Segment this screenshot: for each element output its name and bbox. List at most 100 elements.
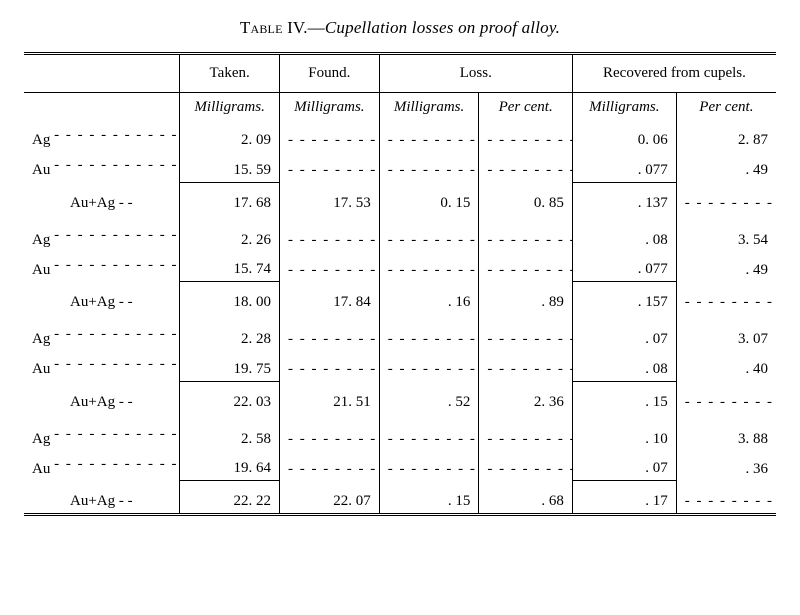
cell-rec-mg: . 08 [572,215,676,252]
table-row: Au - - - - - - - - - - - - - - - - - - -… [24,152,776,182]
cell-dash: - - - - - - - - - - - - - - - - - - [479,414,572,451]
leader: - - - - - - - - - - - - - - - - - - - - … [54,326,180,343]
cell-taken: 19. 75 [180,351,280,381]
cell-taken: 18. 00 [180,282,280,315]
leader: - - [119,493,133,509]
hdr2-loss-pct: Per cent. [479,93,572,123]
row-label: Au+Ag [70,195,115,212]
table-row: Au - - - - - - - - - - - - - - - - - - -… [24,451,776,481]
table-row: Au - - - - - - - - - - - - - - - - - - -… [24,351,776,381]
cell-dash: - - - - - - - - - - - - - - - - - - [280,252,380,282]
cell-rec-mg: . 10 [572,414,676,451]
row-label: Ag [32,232,50,249]
title-tableword: Table [240,18,283,37]
cell-found: 21. 51 [280,381,380,414]
cell-dash: - - - - - - - - - - - - - - - - - - [280,414,380,451]
row-label: Au [32,262,50,279]
cell-rec-pct: . 49 [676,152,776,182]
cell-loss-pct: . 89 [479,282,572,315]
leader: - - [119,394,133,410]
cell-rec-pct: 3. 88 [676,414,776,451]
cell-dash: - - - - - - - - - - - - - - - - - - [479,215,572,252]
row-label: Au+Ag [70,294,115,311]
cell-dash: - - - - - - - - - - - - - - - - - - [379,122,479,152]
cell-rec-pct: . 40 [676,351,776,381]
cell-dash: - - - - - - - - - - - - - - - - - - [379,252,479,282]
hdr2-loss-mg: Milligrams. [379,93,479,123]
table-row: Ag - - - - - - - - - - - - - - - - - - -… [24,215,776,252]
cell-dash: - - - - - - - - - - - - - - - - - - [379,414,479,451]
cell-taken: 19. 64 [180,451,280,481]
cell-rec-pct: 3. 07 [676,314,776,351]
cell-dash: - - - - - - - - - - - - - - - - - - [379,314,479,351]
cell-dash: - - - - - - - - - - - - - - - - - - [280,215,380,252]
cell-rec-mg: . 137 [572,182,676,215]
header-row-1: Taken. Found. Loss. Recovered from cupel… [24,54,776,93]
cell-loss-pct: . 68 [479,481,572,515]
cell-dash: - - - - - - - - - - - - - - - - - - [280,351,380,381]
cell-loss-mg: 0. 15 [379,182,479,215]
cell-dash: - - - - - - - - - - - - - - - - - - [676,182,776,215]
cell-rec-mg: . 07 [572,314,676,351]
cell-loss-pct: 2. 36 [479,381,572,414]
leader: - - [119,294,133,310]
cell-taken: 22. 22 [180,481,280,515]
table-row: Ag - - - - - - - - - - - - - - - - - - -… [24,314,776,351]
table-row-sum: Au+Ag - - 18. 00 17. 84 . 16 . 89 . 157 … [24,282,776,315]
cell-taken: 15. 74 [180,252,280,282]
cell-rec-mg: . 077 [572,152,676,182]
cell-taken: 2. 58 [180,414,280,451]
row-label: Ag [32,431,50,448]
leader: - - [119,195,133,211]
row-label: Au+Ag [70,493,115,510]
cell-dash: - - - - - - - - - - - - - - - - - - [479,351,572,381]
table-title: Table IV.—Cupellation losses on proof al… [24,18,776,38]
cell-rec-pct: 3. 54 [676,215,776,252]
leader: - - - - - - - - - - - - - - - - - - - - … [54,227,180,244]
title-num: IV. [283,18,308,37]
row-label: Au [32,162,50,179]
cell-dash: - - - - - - - - - - - - - - - - - - [280,314,380,351]
cell-found: 17. 84 [280,282,380,315]
hdr2-taken: Milligrams. [180,93,280,123]
leader: - - - - - - - - - - - - - - - - - - - - … [54,127,180,144]
cell-loss-mg: . 16 [379,282,479,315]
hdr-found: Found. [280,54,380,93]
title-dash: — [308,18,325,37]
table-row-sum: Au+Ag - - 22. 03 21. 51 . 52 2. 36 . 15 … [24,381,776,414]
table-row-sum: Au+Ag - - 17. 68 17. 53 0. 15 0. 85 . 13… [24,182,776,215]
cell-dash: - - - - - - - - - - - - - - - - - - [676,381,776,414]
hdr2-stub [24,93,180,123]
cell-dash: - - - - - - - - - - - - - - - - - - [676,481,776,515]
table-row: Ag - - - - - - - - - - - - - - - - - - -… [24,414,776,451]
row-label: Au [32,461,50,478]
cell-dash: - - - - - - - - - - - - - - - - - - [479,252,572,282]
row-label: Au+Ag [70,394,115,411]
cell-dash: - - - - - - - - - - - - - - - - - - [379,351,479,381]
cell-rec-pct: 2. 87 [676,122,776,152]
cell-rec-mg: . 15 [572,381,676,414]
cell-rec-mg: . 07 [572,451,676,481]
cell-dash: - - - - - - - - - - - - - - - - - - [379,451,479,481]
cell-dash: - - - - - - - - - - - - - - - - - - [676,282,776,315]
leader: - - - - - - - - - - - - - - - - - - - - … [54,257,180,274]
cell-dash: - - - - - - - - - - - - - - - - - - [479,451,572,481]
cell-rec-mg: 0. 06 [572,122,676,152]
table-row: Ag - - - - - - - - - - - - - - - - - - -… [24,122,776,152]
hdr2-found: Milligrams. [280,93,380,123]
hdr-taken: Taken. [180,54,280,93]
cell-dash: - - - - - - - - - - - - - - - - - - [479,152,572,182]
hdr2-rec-mg: Milligrams. [572,93,676,123]
cell-dash: - - - - - - - - - - - - - - - - - - [479,122,572,152]
cell-rec-mg: . 17 [572,481,676,515]
cell-taken: 2. 28 [180,314,280,351]
title-tail: Cupellation losses on proof alloy. [325,18,560,37]
cell-taken: 15. 59 [180,152,280,182]
cell-rec-mg: . 157 [572,282,676,315]
cell-rec-mg: . 077 [572,252,676,282]
cell-taken: 2. 09 [180,122,280,152]
header-row-2: Milligrams. Milligrams. Milligrams. Per … [24,93,776,123]
cell-dash: - - - - - - - - - - - - - - - - - - [379,215,479,252]
hdr-loss: Loss. [379,54,572,93]
cell-taken: 22. 03 [180,381,280,414]
